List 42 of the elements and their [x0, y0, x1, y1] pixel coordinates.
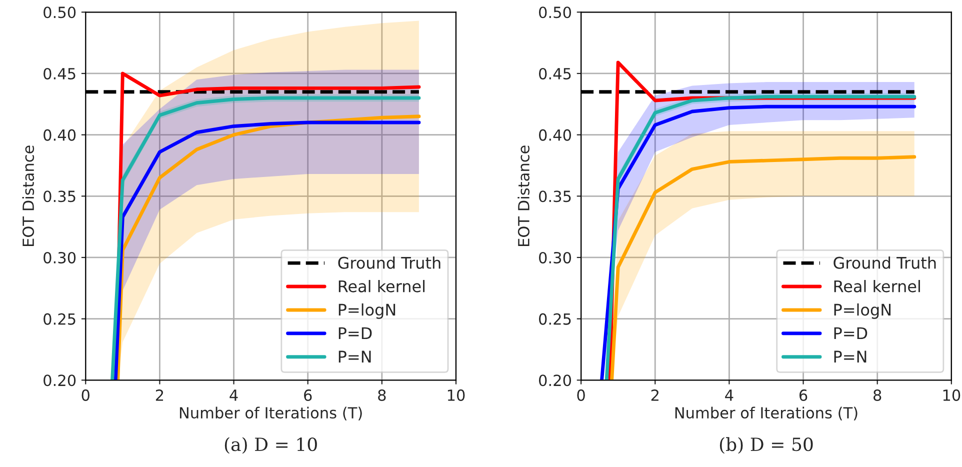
y-tick-label: 0.50	[539, 6, 572, 18]
x-tick-label: 2	[651, 389, 658, 401]
y-tick-label: 0.25	[44, 313, 76, 325]
y-axis-title: EOT Distance	[518, 146, 530, 246]
y-axis-title: EOT Distance	[22, 146, 34, 246]
y-tick-label: 0.40	[539, 129, 572, 141]
legend-label: Ground Truth	[834, 256, 936, 269]
x-tick-label: 4	[230, 390, 238, 401]
y-tick-label: 0.20	[44, 374, 76, 386]
x-tick-label: 0	[577, 389, 585, 401]
y-tick-label: 0.35	[44, 190, 76, 202]
legend-label: P=logN	[338, 303, 396, 319]
legend-label: P=N	[338, 350, 371, 362]
legend-label: P=N	[834, 350, 866, 362]
y-tick-label: 0.25	[539, 313, 571, 325]
text: (a) D = 10	[224, 437, 317, 454]
y-tick-label: 0.45	[44, 68, 76, 80]
y-tick-label: 0.30	[539, 252, 572, 264]
y-tick-label: 0.35	[539, 190, 571, 202]
legend-label: P=D	[338, 327, 372, 339]
x-axis-title: Number of Iterations (T)	[675, 406, 858, 420]
text: (b) D = 50	[720, 437, 813, 454]
legend-label: P=logN	[834, 303, 890, 319]
y-tick-label: 0.30	[44, 252, 76, 264]
x-tick-label: 10	[943, 389, 960, 401]
x-tick-label: 0	[82, 389, 90, 401]
x-tick-label: 8	[874, 389, 882, 401]
x-tick-label: 10	[448, 389, 465, 401]
legend-label: P=D	[834, 327, 868, 339]
y-tick-label: 0.20	[539, 374, 572, 386]
x-axis-title: Number of Iterations (T)	[180, 406, 362, 420]
x-tick-label: 2	[156, 389, 164, 401]
y-tick-label: 0.45	[539, 68, 571, 80]
x-tick-label: 8	[378, 389, 386, 401]
x-tick-label: 6	[799, 389, 808, 401]
y-tick-label: 0.40	[44, 129, 76, 141]
y-tick-label: 0.50	[44, 6, 76, 18]
x-tick-label: 4	[725, 390, 734, 401]
legend-label: Ground Truth	[338, 256, 440, 269]
legend-label: Real kernel	[338, 280, 425, 292]
legend-label: Real kernel	[834, 280, 920, 292]
x-tick-label: 6	[304, 389, 312, 401]
